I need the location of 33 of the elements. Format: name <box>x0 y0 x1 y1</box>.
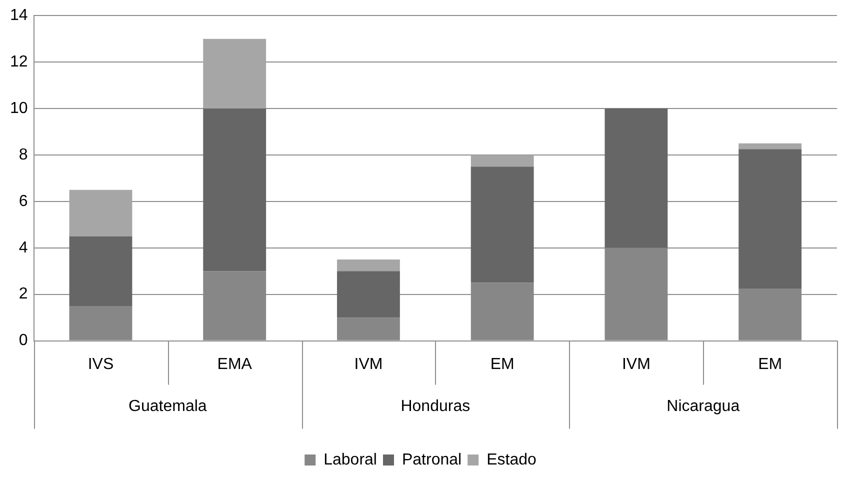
bar <box>604 108 668 248</box>
x-tick-label: IVM <box>622 356 650 373</box>
bar <box>69 236 132 306</box>
y-tick-label: 2 <box>18 286 28 303</box>
legend-label: Estado <box>486 451 536 468</box>
x-tick-label: IVS <box>88 356 114 373</box>
y-tick-label: 0 <box>18 332 28 350</box>
y-tick-label: 10 <box>10 100 28 117</box>
text: Nicaragua <box>666 398 740 416</box>
bar <box>738 149 802 289</box>
text: Guatemala <box>128 398 207 416</box>
legend-label: Patronal <box>402 451 462 468</box>
bar <box>470 166 534 283</box>
bar <box>337 260 400 272</box>
y-tick-label: 12 <box>10 53 28 70</box>
y-tick-label: 6 <box>18 192 28 210</box>
x-tick-label: IVM <box>354 356 383 373</box>
legend-label: Laboral <box>324 451 377 468</box>
bar <box>69 190 132 236</box>
bar <box>470 154 534 167</box>
y-tick-label: 14 <box>10 7 28 24</box>
bar <box>203 38 266 109</box>
bar <box>337 271 400 318</box>
y-tick-label: 8 <box>18 146 28 164</box>
text: Honduras <box>400 398 470 416</box>
bar <box>69 306 132 340</box>
bar <box>738 143 802 150</box>
x-tick-label: EM <box>490 356 514 373</box>
bar <box>337 318 400 340</box>
x-tick-label: EMA <box>217 356 252 373</box>
x-tick-label: EM <box>758 356 782 373</box>
bar <box>203 108 266 272</box>
y-tick-label: 4 <box>18 239 28 256</box>
